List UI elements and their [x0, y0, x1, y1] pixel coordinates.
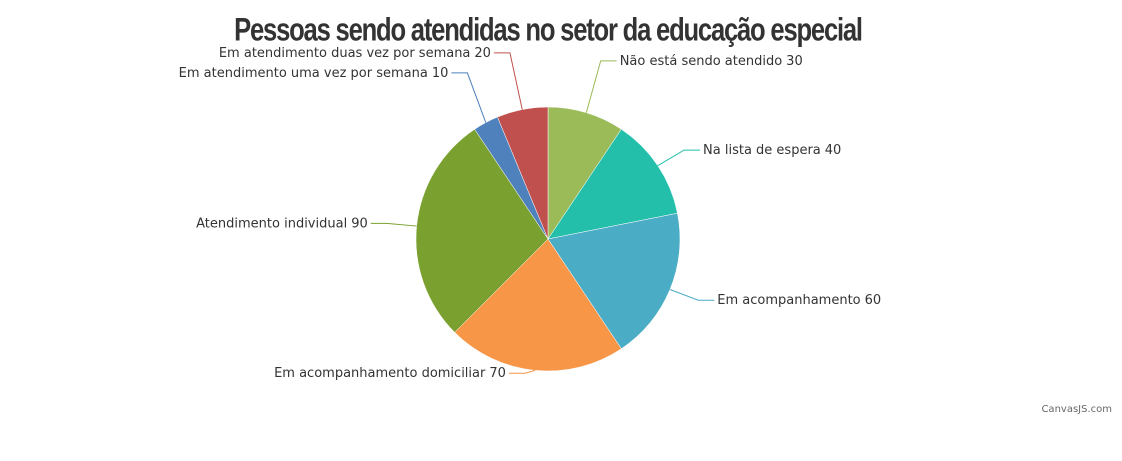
pie-slice	[415, 128, 549, 333]
leader-line	[585, 60, 617, 113]
slice-label-name: Em atendimento uma vez por semana	[179, 65, 428, 80]
chart-title: Pessoas sendo atendidas no setor da educ…	[234, 13, 862, 48]
slice-label: Atendimento individual 90	[196, 216, 368, 231]
leader-line	[508, 369, 536, 374]
leader-line	[669, 289, 715, 301]
slice-label-name: Em acompanhamento	[717, 293, 860, 308]
slice-label-value: 10	[432, 65, 449, 80]
slice-label-value: 90	[351, 216, 368, 231]
pie-slice	[497, 106, 549, 240]
slice-label-value: 70	[489, 366, 506, 381]
slice-label-name: Em atendimento duas vez por semana	[219, 45, 471, 60]
slice-label-value: 30	[786, 53, 803, 68]
slice-label: Em atendimento uma vez por semana 10	[179, 65, 449, 80]
slice-label: Em acompanhamento 60	[717, 293, 881, 308]
slice-label: Na lista de espera 40	[703, 143, 841, 158]
credit[interactable]: CanvasJS.com	[1041, 404, 1112, 415]
pie-slice	[547, 212, 681, 350]
leader-line	[493, 52, 523, 110]
pie-slice	[454, 238, 622, 372]
leader-line	[370, 222, 417, 227]
slice-label-name: Atendimento individual	[196, 216, 347, 231]
slice-label: Não está sendo atendido 30	[620, 53, 803, 68]
leader-line	[657, 149, 701, 167]
slice-label-value: 20	[474, 45, 491, 60]
slice-label: Em acompanhamento domiciliar 70	[274, 366, 506, 381]
slice-label: Em atendimento duas vez por semana 20	[219, 45, 491, 60]
pie-slice	[547, 128, 678, 240]
slice-label-value: 60	[865, 293, 882, 308]
pie-slice	[547, 106, 622, 240]
slice-label-value: 40	[825, 143, 842, 158]
slice-label-name: Em acompanhamento domiciliar	[274, 366, 486, 381]
slice-label-name: Não está sendo atendido	[620, 53, 783, 68]
slice-label-name: Na lista de espera	[703, 143, 821, 158]
leader-line	[451, 72, 487, 123]
